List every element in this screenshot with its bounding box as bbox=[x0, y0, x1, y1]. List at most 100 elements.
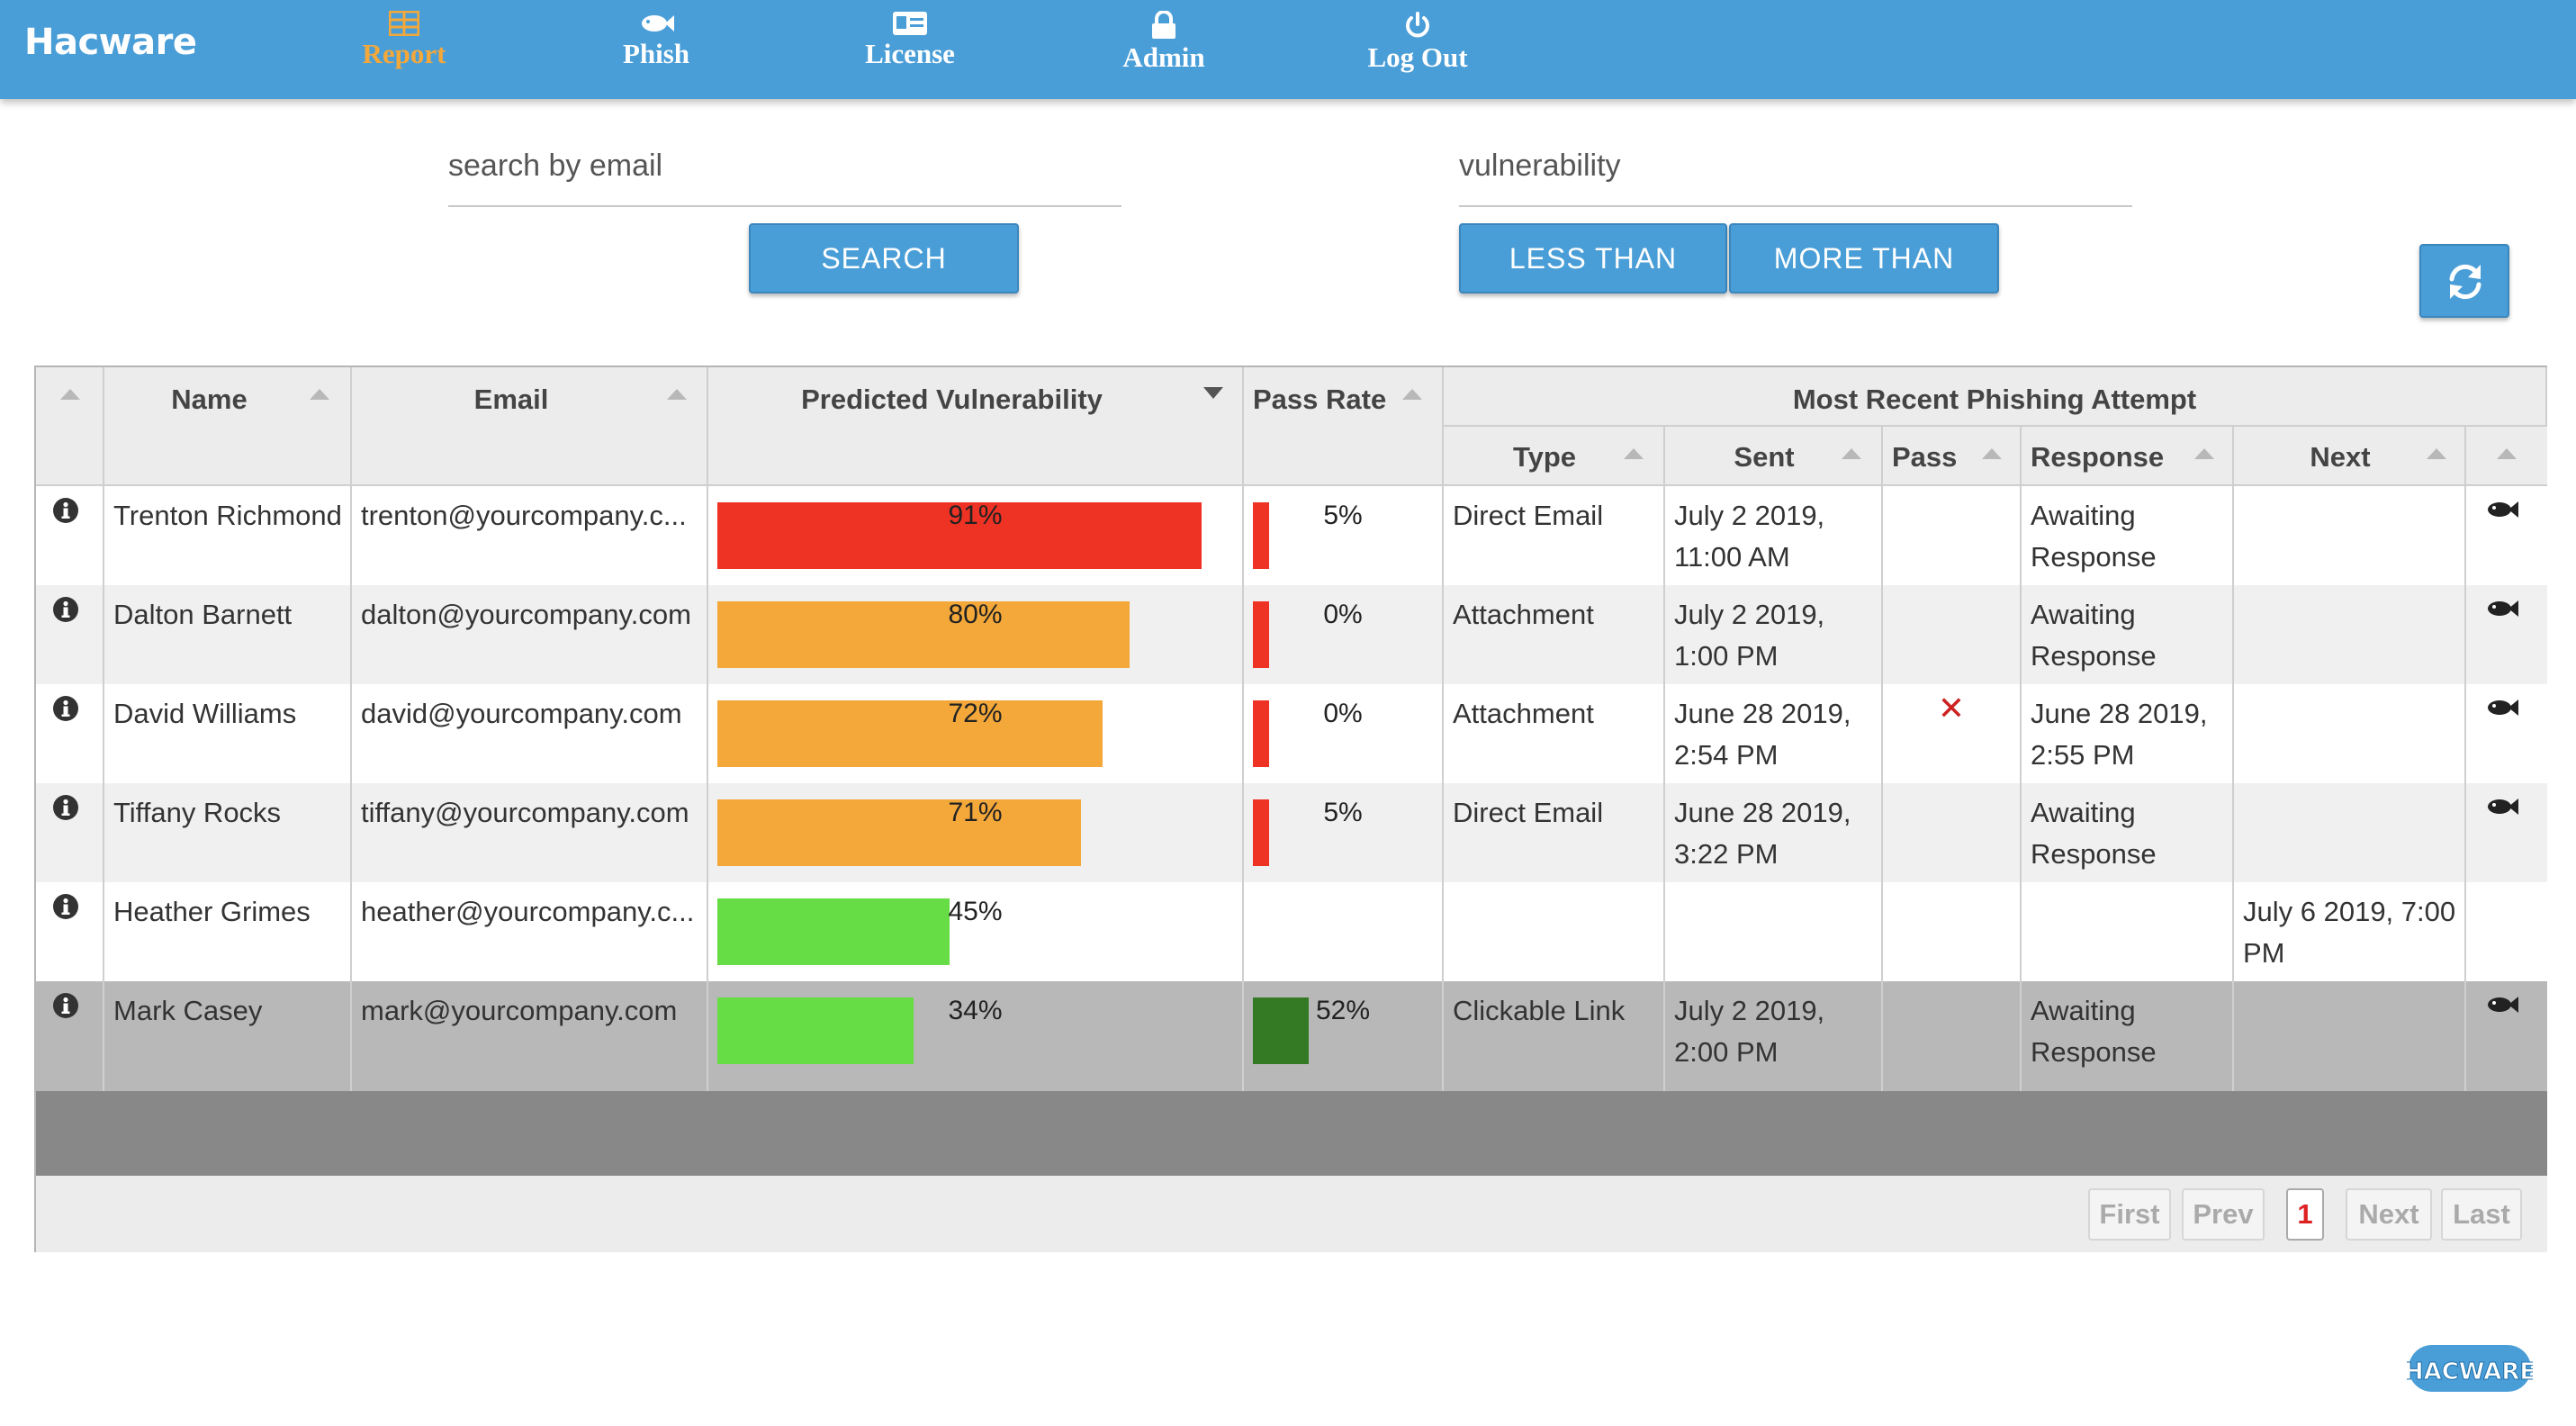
refresh-button[interactable] bbox=[2419, 244, 2509, 318]
response-cell: Awaiting Response bbox=[2022, 585, 2234, 684]
pass-rate-cell bbox=[1244, 882, 1444, 981]
table-row[interactable]: Trenton Richmond trenton@yourcompany.c...… bbox=[36, 486, 2547, 585]
vulnerability-bar bbox=[717, 997, 914, 1064]
attempt-type: Direct Email bbox=[1453, 500, 1604, 531]
refresh-icon bbox=[2449, 264, 2481, 300]
name-cell: Dalton Barnett bbox=[104, 585, 352, 684]
type-cell: Attachment bbox=[1444, 684, 1665, 783]
sort-up-icon bbox=[2497, 448, 2517, 459]
email-column-header[interactable]: Email bbox=[352, 367, 708, 486]
info-column-header[interactable] bbox=[36, 367, 104, 486]
less-than-button[interactable]: LESS THAN bbox=[1459, 223, 1727, 293]
id-card-icon bbox=[893, 12, 927, 35]
name-cell: Tiffany Rocks bbox=[104, 783, 352, 882]
table-row[interactable]: Mark Casey mark@yourcompany.com 34% 52% Clic… bbox=[36, 981, 2547, 1091]
info-icon[interactable] bbox=[52, 596, 79, 623]
pass-rate-column-header[interactable]: Pass Rate bbox=[1244, 367, 1444, 486]
action-cell[interactable] bbox=[2466, 585, 2547, 684]
action-cell[interactable] bbox=[2466, 684, 2547, 783]
next-cell bbox=[2234, 684, 2466, 783]
attempt-sent: July 2 2019, 11:00 AM bbox=[1674, 500, 1825, 573]
vulnerability-percent: 80% bbox=[948, 600, 1003, 629]
next-cell: July 6 2019, 7:00 PM bbox=[2234, 882, 2466, 981]
table-row[interactable]: Tiffany Rocks tiffany@yourcompany.com 71% 5… bbox=[36, 783, 2547, 882]
current-page-button[interactable]: 1 bbox=[2286, 1188, 2324, 1241]
more-than-button[interactable]: MORE THAN bbox=[1729, 223, 1999, 293]
user-name: David Williams bbox=[113, 698, 297, 729]
fish-icon[interactable] bbox=[2486, 499, 2518, 520]
info-cell[interactable] bbox=[36, 486, 104, 585]
pass-header-label: Pass bbox=[1892, 441, 1958, 473]
nav-admin[interactable]: Admin bbox=[1056, 9, 1272, 90]
pass-column-header[interactable]: Pass bbox=[1883, 427, 2022, 486]
name-column-header[interactable]: Name bbox=[104, 367, 352, 486]
attempt-response: Awaiting Response bbox=[2031, 995, 2157, 1068]
prev-page-button[interactable]: Prev bbox=[2182, 1188, 2265, 1241]
type-cell: Attachment bbox=[1444, 585, 1665, 684]
pass-rate-bar bbox=[1253, 997, 1309, 1064]
fish-icon[interactable] bbox=[2486, 598, 2518, 619]
nav-logout[interactable]: Log Out bbox=[1310, 9, 1526, 90]
fish-icon[interactable] bbox=[2486, 697, 2518, 718]
info-cell[interactable] bbox=[36, 585, 104, 684]
pass-rate-percent: 5% bbox=[1323, 798, 1363, 827]
email-search-input[interactable] bbox=[448, 135, 1121, 189]
email-search-field bbox=[448, 135, 1121, 207]
pass-cell bbox=[1883, 981, 2022, 1091]
table-row[interactable]: Heather Grimes heather@yourcompany.c... 45… bbox=[36, 882, 2547, 981]
info-icon[interactable] bbox=[52, 497, 79, 524]
response-column-header[interactable]: Response bbox=[2022, 427, 2234, 486]
pass-rate-bar bbox=[1253, 601, 1269, 668]
last-page-button[interactable]: Last bbox=[2441, 1188, 2522, 1241]
sent-column-header[interactable]: Sent bbox=[1665, 427, 1883, 486]
attempt-response: Awaiting Response bbox=[2031, 599, 2157, 672]
action-column-header[interactable] bbox=[2466, 427, 2547, 486]
info-icon[interactable] bbox=[52, 695, 79, 722]
action-cell[interactable] bbox=[2466, 981, 2547, 1091]
email-cell: heather@yourcompany.c... bbox=[352, 882, 708, 981]
user-email: trenton@yourcompany.c... bbox=[361, 500, 687, 531]
fish-icon[interactable] bbox=[2486, 796, 2518, 817]
table-row[interactable]: Dalton Barnett dalton@yourcompany.com 80% 0… bbox=[36, 585, 2547, 684]
recent-attempt-group-label: Most Recent Phishing Attempt bbox=[1792, 384, 2197, 415]
sort-up-icon bbox=[1624, 448, 1644, 459]
type-column-header[interactable]: Type bbox=[1444, 427, 1665, 486]
user-email: mark@yourcompany.com bbox=[361, 995, 678, 1026]
next-attempt: July 6 2019, 7:00 PM bbox=[2243, 896, 2456, 969]
attempt-sent: June 28 2019, 2:54 PM bbox=[1674, 698, 1851, 771]
info-icon[interactable] bbox=[52, 893, 79, 920]
user-name: Heather Grimes bbox=[113, 896, 311, 927]
info-cell[interactable] bbox=[36, 981, 104, 1091]
vulnerability-column-header[interactable]: Predicted Vulnerability bbox=[708, 367, 1244, 486]
nav-report[interactable]: Report bbox=[296, 9, 512, 90]
next-header-label: Next bbox=[2310, 441, 2371, 473]
sent-cell: June 28 2019, 3:22 PM bbox=[1665, 783, 1883, 882]
email-cell: dalton@yourcompany.com bbox=[352, 585, 708, 684]
type-header-label: Type bbox=[1512, 441, 1577, 473]
table-row[interactable]: David Williams david@yourcompany.com 72% 0%… bbox=[36, 684, 2547, 783]
next-page-button[interactable]: Next bbox=[2346, 1188, 2432, 1241]
sort-up-icon bbox=[60, 389, 80, 400]
first-page-button[interactable]: First bbox=[2088, 1188, 2171, 1241]
info-cell[interactable] bbox=[36, 684, 104, 783]
response-cell: Awaiting Response bbox=[2022, 783, 2234, 882]
fish-icon[interactable] bbox=[2486, 994, 2518, 1015]
email-header-label: Email bbox=[473, 384, 549, 415]
pass-rate-header-label: Pass Rate bbox=[1253, 384, 1387, 415]
info-cell[interactable] bbox=[36, 783, 104, 882]
search-button[interactable]: SEARCH bbox=[749, 223, 1019, 293]
nav-phish[interactable]: Phish bbox=[548, 9, 764, 90]
vulnerability-input[interactable] bbox=[1459, 135, 2132, 189]
user-name: Trenton Richmond bbox=[113, 500, 342, 531]
action-cell[interactable] bbox=[2466, 882, 2547, 981]
lock-icon bbox=[1152, 11, 1175, 39]
vulnerability-cell: 71% bbox=[708, 783, 1244, 882]
info-icon[interactable] bbox=[52, 992, 79, 1019]
action-cell[interactable] bbox=[2466, 486, 2547, 585]
nav-license[interactable]: License bbox=[802, 9, 1018, 90]
info-cell[interactable] bbox=[36, 882, 104, 981]
next-column-header[interactable]: Next bbox=[2234, 427, 2466, 486]
action-cell[interactable] bbox=[2466, 783, 2547, 882]
fail-icon: ✕ bbox=[1937, 690, 1966, 727]
info-icon[interactable] bbox=[52, 794, 79, 821]
